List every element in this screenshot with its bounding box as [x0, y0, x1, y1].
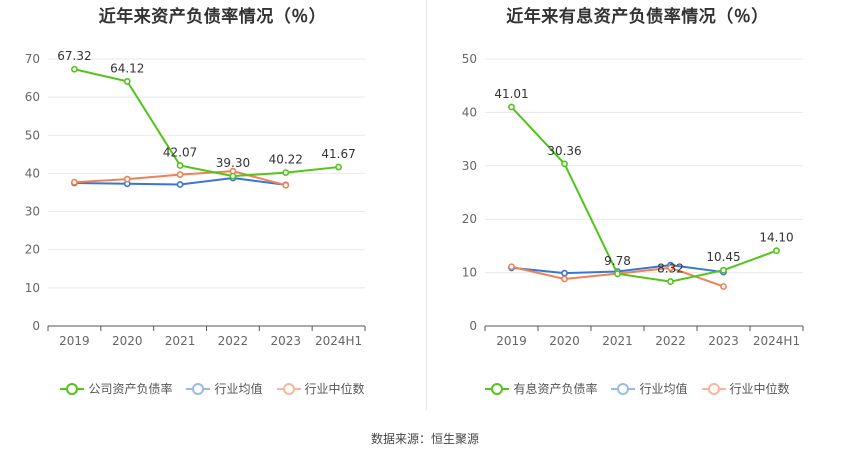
- legend-item-interest-bearing[interactable]: 有息资产负债率: [485, 380, 597, 397]
- x-tick-label: 2024H1: [753, 334, 800, 348]
- series-line-main: [74, 68, 339, 178]
- data-label: 67.32: [57, 49, 91, 63]
- legend-item-industry-mean[interactable]: 行业均值: [611, 380, 688, 397]
- data-label: 39.30: [216, 156, 250, 170]
- y-tick-label: 60: [25, 90, 40, 104]
- chart-title: 近年来有息资产负债率情况（％）: [506, 7, 769, 27]
- data-label: 14.10: [759, 231, 793, 245]
- panel-divider: [426, 0, 427, 410]
- y-tick-label: 30: [25, 205, 40, 219]
- legend-label: 行业均值: [214, 382, 263, 396]
- data-label: 42.07: [163, 146, 197, 160]
- data-point: [229, 172, 237, 180]
- data-point: [176, 162, 184, 169]
- data-point: [176, 171, 184, 178]
- chart-title: 近年来资产负债率情况（％）: [98, 7, 327, 27]
- data-point: [176, 181, 184, 188]
- chart-panel-debt-ratio: 近年来资产负债率情况（％） 0 10 20 30 40 50 60 70 2019 2020 202…: [0, 0, 425, 410]
- chart-legend: 有息资产负债率 行业均值 行业中位数: [425, 380, 850, 397]
- legend-item-industry-median[interactable]: 行业中位数: [701, 380, 790, 397]
- data-point: [773, 247, 780, 255]
- debt-ratio-line-chart: 0 10 20 30 40 50 60 70 2019 2020 2021 2022 2023 2024H…: [25, 49, 366, 348]
- x-tick-label: 2019: [496, 334, 527, 348]
- data-point: [614, 270, 621, 278]
- x-tick-label: 2022: [218, 334, 249, 348]
- data-point: [667, 278, 674, 285]
- legend-label: 公司资产负债率: [88, 382, 173, 396]
- data-point: [561, 160, 568, 168]
- y-tick-label: 40: [462, 105, 477, 119]
- x-tick-label: 2020: [549, 334, 580, 348]
- x-tick-label: 2022: [655, 334, 686, 348]
- data-label: 9.78: [604, 254, 631, 268]
- legend-label: 行业中位数: [729, 382, 790, 396]
- chart-panel-interest-bearing-ratio: 近年来有息资产负债率情况（％） 0 10 20 30 40 50 2019 2020 2021 2…: [425, 0, 850, 410]
- y-tick-label: 0: [32, 319, 40, 333]
- data-label: 41.67: [321, 147, 355, 161]
- data-label: 8.32: [657, 262, 684, 276]
- legend-marker-blue-icon: [611, 382, 636, 395]
- legend-item-industry-mean[interactable]: 行业均值: [186, 380, 263, 397]
- interest-bearing-ratio-line-chart: 0 10 20 30 40 50 2019 2020 2021 2022 2023 2024H1 41.…: [462, 52, 804, 348]
- data-point: [508, 103, 515, 111]
- y-tick-label: 10: [462, 266, 477, 280]
- y-tick-label: 20: [25, 243, 40, 257]
- data-point: [667, 264, 674, 272]
- legend-marker-green-icon: [485, 382, 510, 395]
- chart-legend: 公司资产负债率 行业均值 行业中位数: [0, 380, 425, 397]
- legend-marker-blue-icon: [186, 382, 211, 395]
- legend-label: 有息资产负债率: [513, 382, 598, 396]
- data-point: [508, 263, 515, 271]
- y-tick-label: 40: [25, 166, 40, 180]
- x-tick-label: 2023: [270, 334, 301, 348]
- legend-marker-orange-icon: [701, 382, 726, 395]
- series-line-main: [510, 106, 777, 283]
- data-point: [561, 275, 568, 283]
- legend-label: 行业均值: [639, 382, 688, 396]
- data-label: 41.01: [494, 87, 528, 101]
- data-label: 10.45: [706, 250, 740, 264]
- legend-item-industry-median[interactable]: 行业中位数: [276, 380, 365, 397]
- legend-label: 行业中位数: [304, 382, 365, 396]
- data-point: [282, 181, 290, 189]
- data-point: [123, 175, 131, 183]
- x-tick-label: 2021: [165, 334, 196, 348]
- data-point: [282, 169, 290, 176]
- data-point: [123, 78, 131, 85]
- data-label: 64.12: [110, 61, 144, 75]
- data-point: [720, 283, 727, 290]
- x-tick-label: 2020: [112, 334, 143, 348]
- data-point: [335, 163, 342, 171]
- data-source-note: 数据来源：恒生聚源: [370, 432, 479, 446]
- x-tick-label: 2024H1: [315, 334, 362, 348]
- y-tick-label: 20: [462, 212, 477, 226]
- data-point: [561, 269, 568, 277]
- data-point: [720, 266, 727, 274]
- x-tick-label: 2023: [708, 334, 739, 348]
- x-tick-label: 2019: [59, 334, 90, 348]
- data-point: [71, 178, 78, 186]
- data-label: 30.36: [547, 144, 581, 158]
- y-tick-label: 10: [25, 281, 40, 295]
- y-tick-label: 30: [462, 159, 477, 173]
- y-tick-label: 0: [469, 319, 477, 333]
- y-tick-label: 70: [25, 52, 40, 66]
- y-tick-label: 50: [462, 52, 477, 66]
- legend-marker-green-icon: [60, 382, 85, 395]
- data-point: [71, 65, 78, 73]
- data-label: 40.22: [269, 153, 303, 167]
- legend-item-company[interactable]: 公司资产负债率: [60, 380, 172, 397]
- x-tick-label: 2021: [602, 334, 633, 348]
- y-tick-label: 50: [25, 128, 40, 142]
- legend-marker-orange-icon: [276, 382, 301, 395]
